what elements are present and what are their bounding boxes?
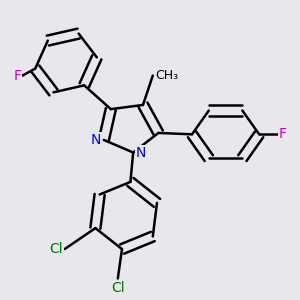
Text: Cl: Cl (50, 242, 63, 256)
Text: F: F (279, 127, 287, 141)
Text: N: N (91, 133, 101, 147)
Text: CH₃: CH₃ (156, 69, 179, 82)
Text: N: N (136, 146, 146, 160)
Text: Cl: Cl (111, 281, 124, 295)
Text: F: F (13, 69, 21, 82)
